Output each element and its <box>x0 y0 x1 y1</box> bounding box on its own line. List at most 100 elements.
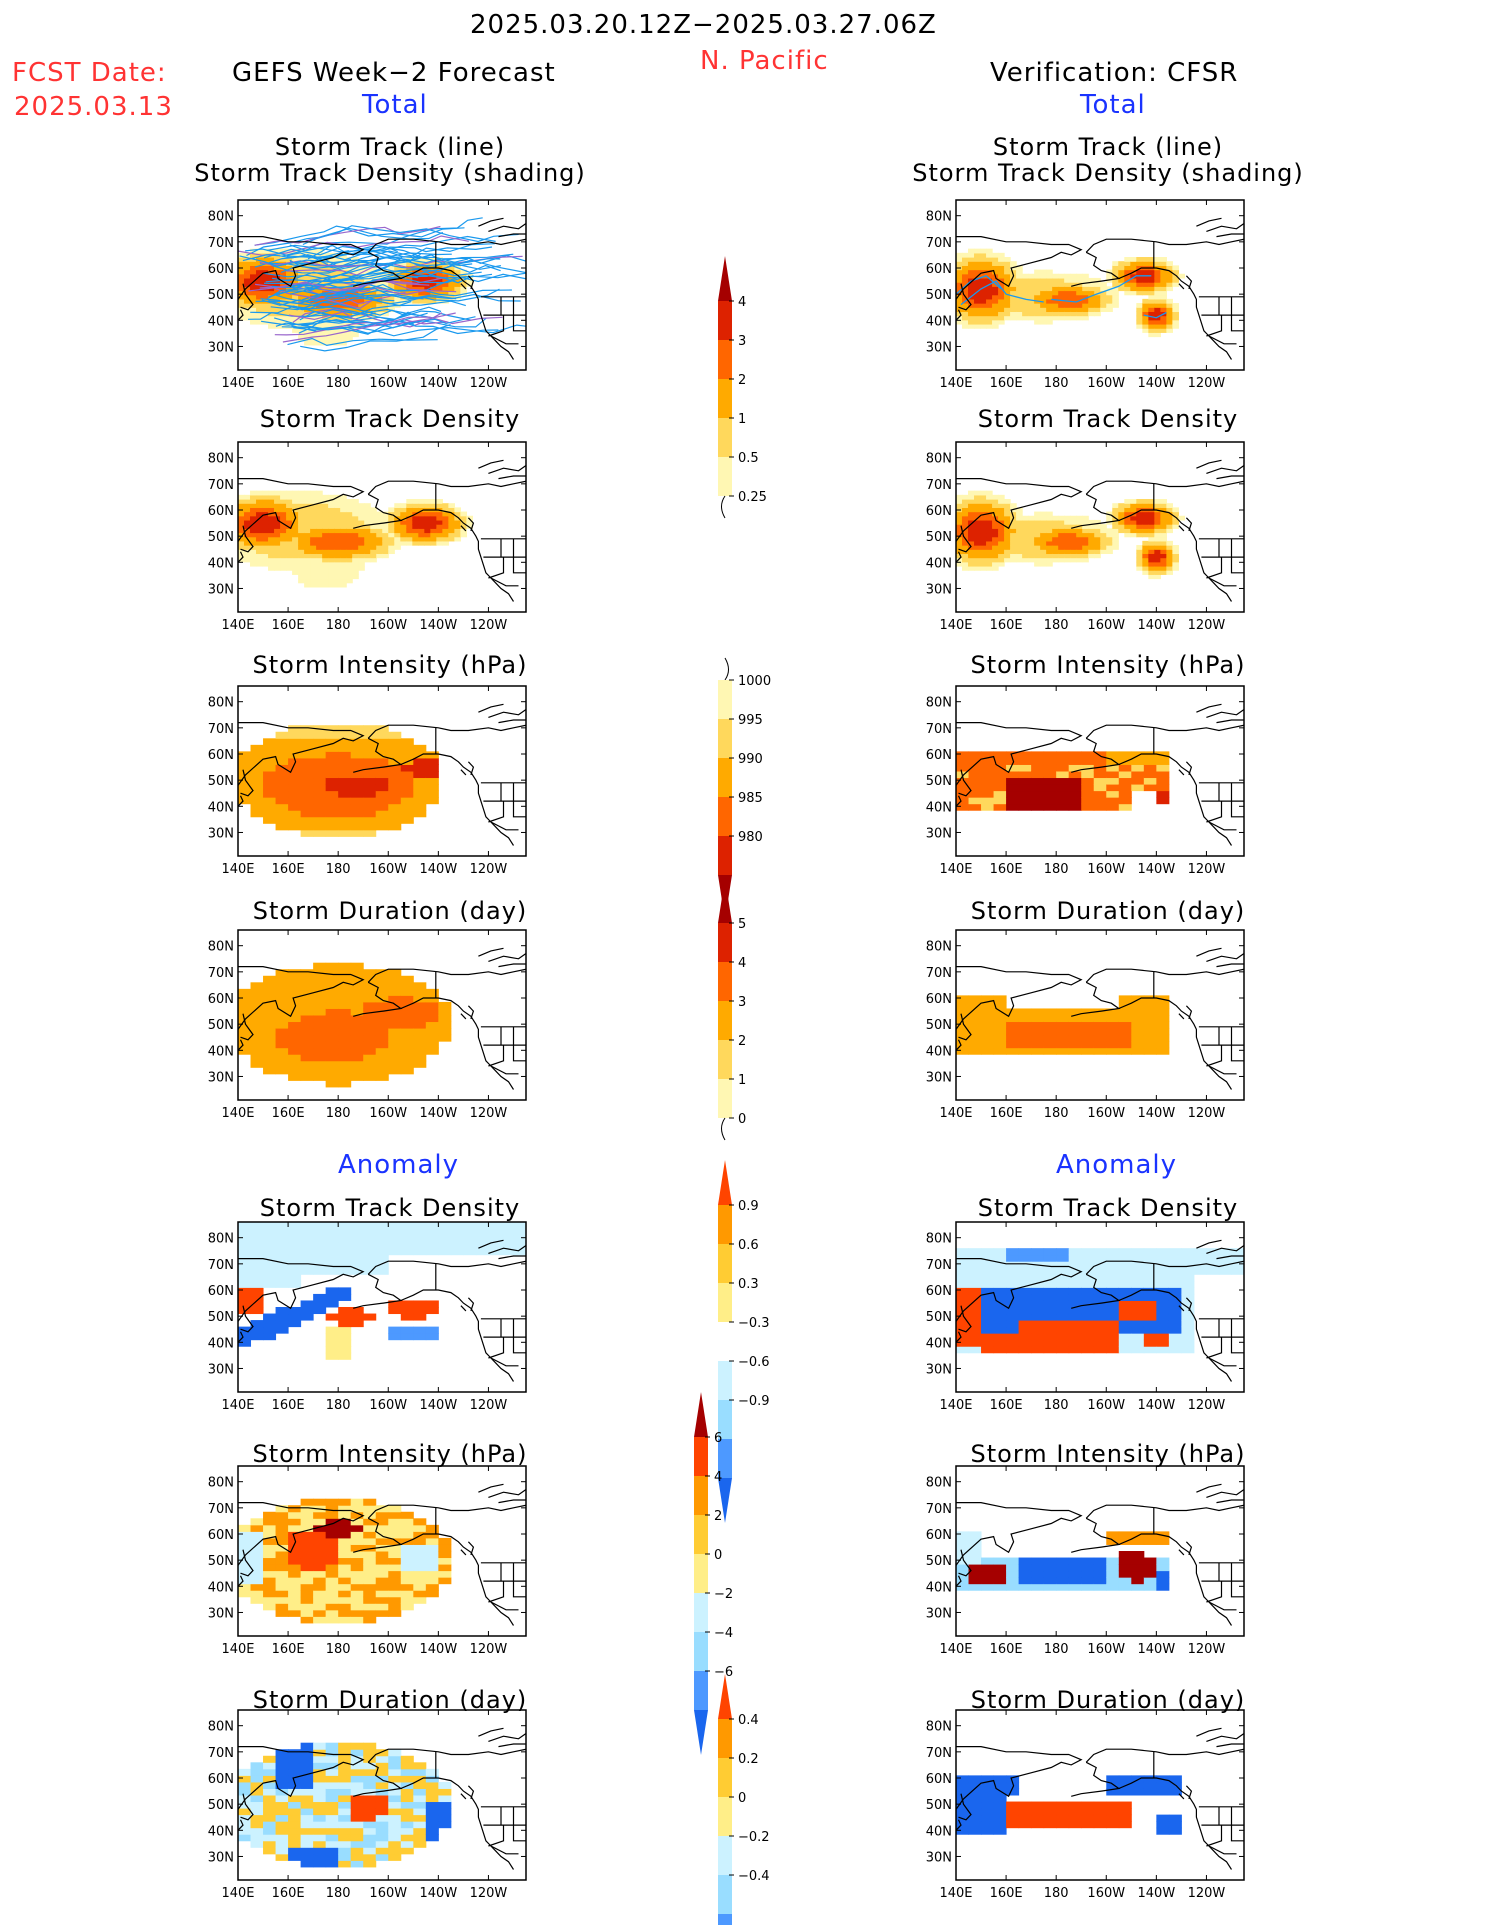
map-track-forecast-cell <box>268 294 275 300</box>
map-anomaly-intensity-forecast-cell <box>263 1518 277 1526</box>
map-density-verification-cell <box>968 565 975 571</box>
map-density-forecast-cell <box>346 515 353 521</box>
map-anomaly-density-verification-lat-label: 50N <box>926 1310 952 1325</box>
map-density-forecast-cell <box>256 519 263 525</box>
map-density-forecast-cell <box>244 545 251 550</box>
map-density-forecast-cell <box>316 524 323 529</box>
map-anomaly-density-verification-cell <box>1131 1254 1145 1262</box>
map-anomaly-duration-forecast-cell <box>388 1781 402 1789</box>
map-intensity-forecast-cell <box>338 816 352 824</box>
map-duration-forecast-cell <box>363 995 377 1003</box>
map-duration-verification-cell <box>993 1041 1007 1049</box>
map-density-forecast-cell <box>298 490 305 496</box>
map-anomaly-intensity-forecast-cell <box>338 1596 352 1604</box>
map-density-verification-cell <box>1100 532 1107 538</box>
map-track-verification-cell <box>980 248 987 254</box>
map-track-verification-cell <box>998 261 1005 266</box>
map-anomaly-density-forecast-field <box>238 1222 526 1382</box>
map-density-forecast-cell <box>244 519 251 525</box>
map-duration-verification-cell <box>1156 1047 1170 1055</box>
map-track-verification-cell <box>974 252 981 258</box>
map-intensity-forecast-lon-label: 160W <box>369 862 407 877</box>
map-density-verification-cell <box>992 553 999 559</box>
map-density-forecast-cell <box>334 532 341 538</box>
map-density-verification-cell <box>1046 561 1053 567</box>
map-anomaly-intensity-forecast-cell <box>350 1511 364 1519</box>
map-track-forecast-cell <box>238 277 245 283</box>
map-anomaly-density-verification-lon-label: 140E <box>939 1398 972 1413</box>
map-anomaly-intensity-forecast-cell <box>263 1583 277 1591</box>
map-intensity-verification-cell <box>993 803 1007 811</box>
map-anomaly-intensity-verification-cell <box>1131 1557 1145 1565</box>
map-duration-forecast-cell <box>375 1028 389 1036</box>
map-track-forecast-cell <box>448 269 455 275</box>
map-track-forecast-cell <box>382 311 389 317</box>
map-anomaly-duration-forecast-cell <box>350 1801 364 1809</box>
map-anomaly-intensity-forecast-cell <box>338 1590 352 1598</box>
map-intensity-forecast-cell <box>363 725 377 733</box>
map-anomaly-density-verification-cell <box>1081 1333 1095 1341</box>
map-track-forecast-cell <box>370 273 377 279</box>
colorbar-anomaly-intensity-segment <box>694 1554 708 1593</box>
map-density-forecast-cell <box>250 540 257 546</box>
map-anomaly-duration-forecast-lon-label: 160W <box>369 1886 407 1901</box>
map-density-forecast-lat-label: 30N <box>208 582 234 597</box>
map-duration-verification-cell <box>993 1021 1007 1029</box>
map-density-verification-cell <box>1142 499 1149 504</box>
map-track-verification-cell <box>1088 311 1095 317</box>
map-anomaly-duration-forecast-cell <box>325 1860 339 1868</box>
map-track-verification-cell <box>1118 277 1125 283</box>
map-anomaly-duration-forecast-cell <box>363 1860 377 1868</box>
map-track-verification-cell <box>1070 307 1077 313</box>
map-density-forecast-cell <box>346 499 353 504</box>
map-duration-forecast-cell <box>350 975 364 983</box>
map-anomaly-density-verification-cell <box>1106 1346 1120 1354</box>
map-density-forecast-cell <box>316 511 323 517</box>
map-anomaly-duration-verification-cell <box>1093 1801 1107 1809</box>
map-duration-forecast-cell <box>338 1080 352 1088</box>
map-anomaly-density-verification-cell <box>993 1333 1007 1341</box>
map-density-forecast-cell <box>466 524 474 529</box>
map-density-verification-cell <box>992 540 999 546</box>
map-anomaly-density-verification-cell <box>1156 1280 1170 1288</box>
map-track-forecast-cell <box>268 273 275 279</box>
map-density-verification-cell <box>1088 549 1095 555</box>
map-density-verification-lat-label: 30N <box>926 582 952 597</box>
map-track-forecast-cell <box>364 315 371 321</box>
map-density-forecast-cell <box>454 532 461 538</box>
map-density-forecast-cell <box>322 528 329 534</box>
map-duration-forecast-cell <box>413 1047 427 1055</box>
map-anomaly-intensity-forecast-cell <box>300 1498 314 1506</box>
map-duration-forecast-cell <box>338 1021 352 1029</box>
map-anomaly-intensity-forecast-cell <box>363 1577 377 1585</box>
map-anomaly-density-forecast-cell <box>313 1267 327 1275</box>
map-anomaly-intensity-verification-cell <box>1093 1557 1107 1565</box>
colorbar-anomaly-density-label: 0.3 <box>738 1277 759 1292</box>
map-density-forecast-cell <box>316 536 323 542</box>
map-anomaly-density-verification-cell <box>1106 1326 1120 1334</box>
map-anomaly-intensity-verification-cell <box>1093 1570 1107 1578</box>
map-anomaly-density-verification-cell <box>956 1339 970 1347</box>
map-anomaly-intensity-forecast-cell <box>263 1557 277 1565</box>
map-track-verification-cell <box>974 294 981 300</box>
map-track-verification-cell <box>992 257 999 262</box>
map-anomaly-intensity-forecast-cell <box>313 1616 327 1624</box>
map-anomaly-density-verification-cell <box>1118 1254 1132 1262</box>
map-duration-verification-lon-label: 180 <box>1044 1106 1069 1121</box>
forecast-track-line <box>265 265 482 283</box>
map-duration-forecast-cell <box>400 1054 414 1062</box>
map-density-verification-cell <box>974 507 981 513</box>
map-track-verification-cell <box>1082 277 1089 283</box>
map-anomaly-duration-forecast-cell <box>325 1768 339 1776</box>
map-density-verification-cell <box>1058 557 1065 563</box>
map-density-forecast-cell <box>238 494 245 500</box>
map-anomaly-intensity-verification-cell <box>1056 1557 1070 1565</box>
map-intensity-forecast-cell <box>313 731 327 739</box>
map-anomaly-intensity-verification-lat-label: 70N <box>926 1502 952 1517</box>
map-track-verification-cell <box>956 315 963 321</box>
map-density-forecast-cell <box>358 515 365 521</box>
map-track-verification-cell <box>1112 290 1119 296</box>
map-anomaly-duration-forecast-cell <box>438 1795 452 1803</box>
map-track-forecast-frame <box>237 199 527 371</box>
map-anomaly-duration-forecast-cell <box>250 1827 264 1835</box>
